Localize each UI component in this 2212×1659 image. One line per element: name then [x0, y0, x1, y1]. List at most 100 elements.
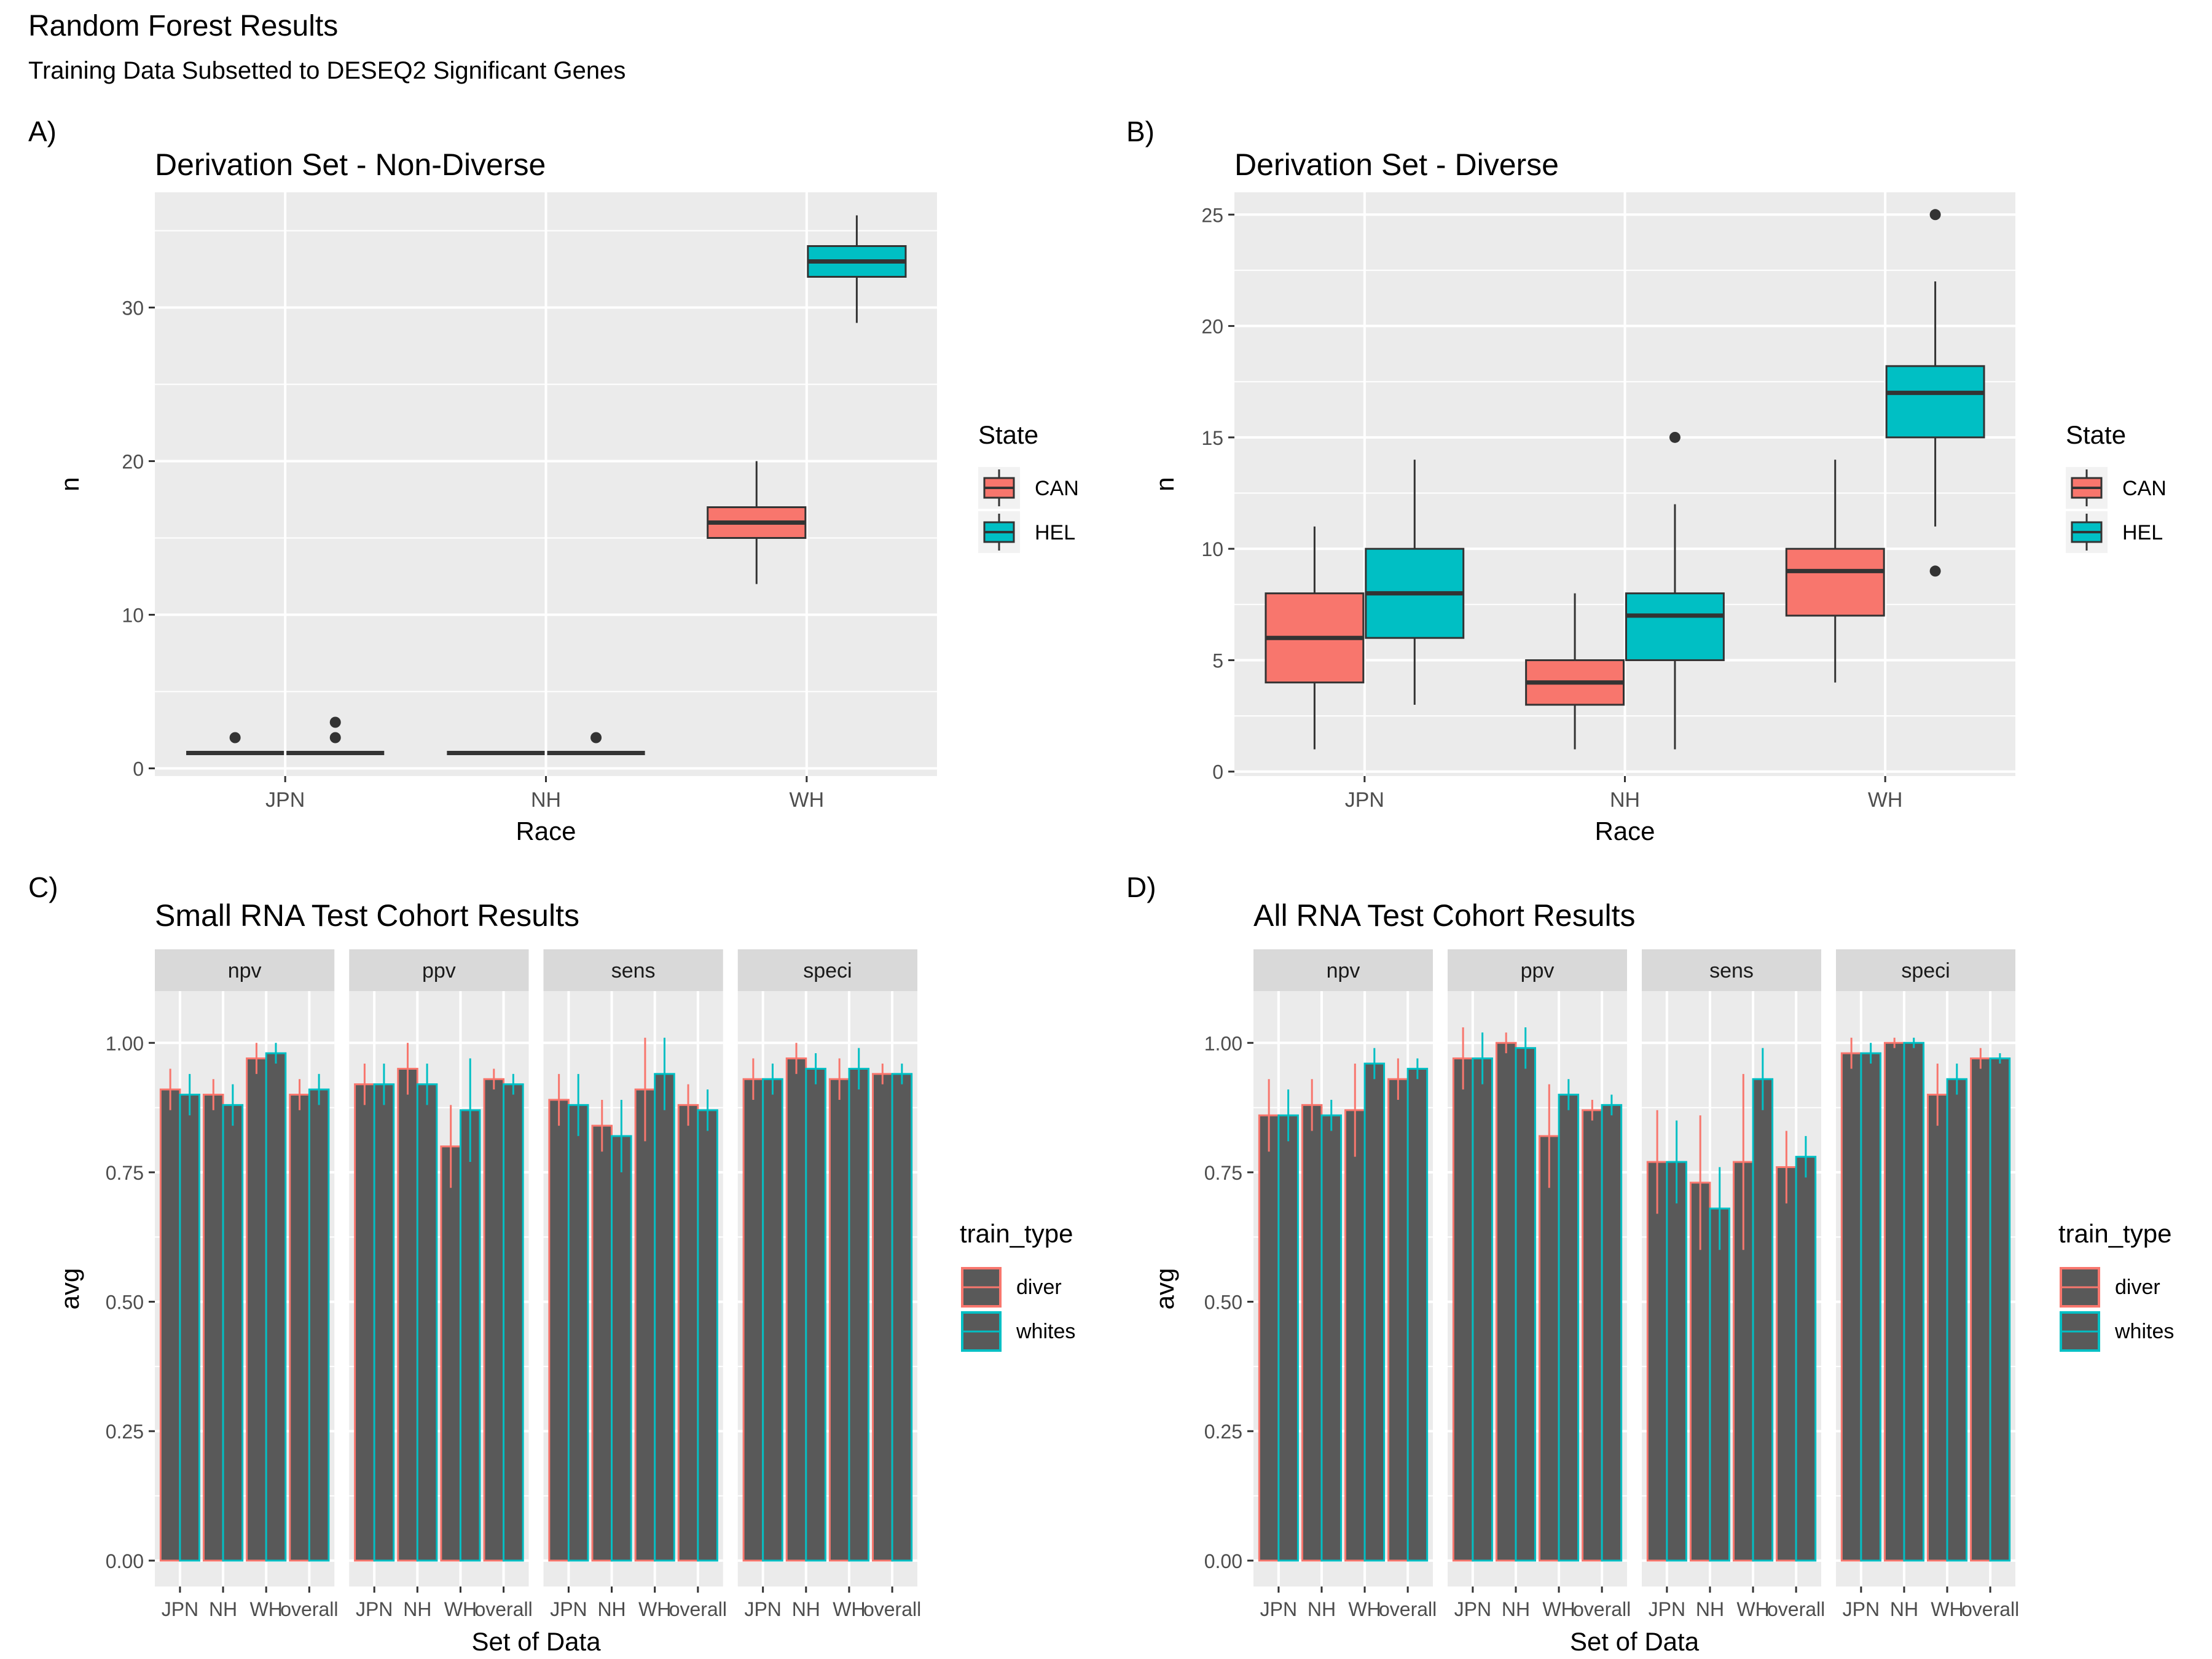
- bar-whites-speci-jpn: [762, 1078, 783, 1562]
- x-tick-label: WH: [444, 1598, 477, 1620]
- facet-strip-label: npv: [1327, 959, 1360, 982]
- bar-diver-sens-jpn: [548, 1099, 570, 1562]
- bar-diver-ppv-nh: [1495, 1041, 1517, 1562]
- legend-label-diver: diver: [1016, 1276, 1062, 1299]
- legend-title: train_type: [2058, 1219, 2171, 1248]
- bar-whites-npv-wh: [265, 1052, 287, 1562]
- bar-diver-ppv-jpn: [1452, 1057, 1474, 1562]
- x-tick-label: WH: [1868, 788, 1903, 812]
- bar-diver-speci-overall: [872, 1073, 893, 1562]
- y-tick-label: 0.25: [1204, 1421, 1242, 1443]
- x-tick-label: NH: [597, 1598, 626, 1620]
- bar-whites-sens-wh: [654, 1073, 675, 1562]
- bar-diver-ppv-jpn: [354, 1083, 375, 1562]
- panel-tag: A): [28, 116, 57, 147]
- legend-label-diver: diver: [2115, 1276, 2160, 1299]
- bar-diver-speci-jpn: [1840, 1052, 1862, 1562]
- y-tick-label: 20: [1201, 316, 1223, 338]
- panel-b: B) Derivation Set - Diverse 0 5 10 15 20 25 JPN N…: [1126, 116, 2167, 845]
- bar-diver-sens-overall: [1776, 1166, 1797, 1562]
- figure-subtitle: Training Data Subsetted to DESEQ2 Signif…: [28, 57, 626, 84]
- x-tick-label: JPN: [356, 1598, 393, 1620]
- bar-diver-ppv-nh: [397, 1067, 418, 1562]
- outlier-point: [329, 732, 341, 743]
- x-tick-label: WH: [1542, 1598, 1575, 1620]
- x-tick-label: JPN: [744, 1598, 781, 1620]
- y-tick-label: 15: [1201, 427, 1223, 449]
- outlier-point: [329, 716, 341, 728]
- bar-diver-speci-wh: [1927, 1094, 1948, 1562]
- bar-whites-speci-nh: [1903, 1041, 1924, 1562]
- facet-strip: [1253, 949, 1433, 991]
- x-tick-label: NH: [792, 1598, 820, 1620]
- bar-whites-speci-overall: [891, 1073, 913, 1562]
- x-tick-label: NH: [1890, 1598, 1918, 1620]
- x-tick-label: JPN: [1649, 1598, 1685, 1620]
- y-tick-label: 10: [1201, 538, 1223, 560]
- figure-title: Random Forest Results: [28, 10, 338, 42]
- legend-label-whites: whites: [2114, 1320, 2174, 1343]
- bar-diver-ppv-overall: [483, 1078, 505, 1562]
- x-tick-label: overall: [863, 1598, 921, 1620]
- bar-diver-npv-nh: [1301, 1104, 1323, 1562]
- bar-whites-ppv-nh: [1515, 1047, 1536, 1562]
- panel-c: C) Small RNA Test Cohort Results npv JPN NH W…: [28, 871, 1075, 1656]
- y-tick-label: 0.50: [106, 1292, 144, 1314]
- outlier-point: [1929, 209, 1941, 221]
- y-tick-label: 1.00: [1204, 1032, 1242, 1054]
- facet-strip-label: ppv: [1521, 959, 1555, 982]
- bar-whites-npv-nh: [1320, 1114, 1342, 1562]
- facet-strip-label: speci: [803, 959, 852, 982]
- bar-diver-ppv-wh: [440, 1145, 461, 1562]
- x-tick-label: WH: [1348, 1598, 1381, 1620]
- x-tick-label: JPN: [1843, 1598, 1880, 1620]
- facet-strip: [1448, 949, 1627, 991]
- x-tick-label: WH: [790, 788, 825, 812]
- outlier-point: [1669, 431, 1681, 443]
- x-tick-label: JPN: [1260, 1598, 1297, 1620]
- x-tick-label: NH: [1308, 1598, 1336, 1620]
- bar-diver-npv-wh: [246, 1057, 267, 1562]
- x-tick-label: WH: [250, 1598, 283, 1620]
- x-tick-label: overall: [474, 1598, 532, 1620]
- x-tick-label: WH: [1931, 1598, 1963, 1620]
- panels: A) Derivation Set - Non-Diverse 0 10 20 30 JPN…: [28, 116, 2174, 1656]
- x-tick-label: NH: [531, 788, 561, 812]
- bar-whites-ppv-wh: [1558, 1094, 1580, 1562]
- bar-whites-sens-overall: [1795, 1156, 1817, 1562]
- x-tick-label: overall: [669, 1598, 727, 1620]
- x-tick-label: NH: [1502, 1598, 1530, 1620]
- bar-diver-speci-overall: [1970, 1057, 1991, 1562]
- box-can-wh: [1785, 547, 1885, 617]
- bar-whites-npv-overall: [1406, 1067, 1429, 1562]
- legend-title: State: [978, 420, 1038, 449]
- outlier-point: [590, 732, 602, 743]
- bar-whites-ppv-jpn: [1472, 1057, 1493, 1562]
- y-tick-label: 0.25: [106, 1421, 144, 1443]
- facet-strip-label: speci: [1901, 959, 1950, 982]
- y-tick-label: 25: [1201, 204, 1223, 226]
- y-tick-label: 20: [122, 451, 144, 473]
- legend-title: train_type: [960, 1219, 1073, 1248]
- bar-diver-sens-nh: [591, 1124, 613, 1562]
- legend: State CAN HEL: [2066, 420, 2167, 553]
- bar-whites-npv-jpn: [1277, 1114, 1299, 1562]
- bar-diver-speci-wh: [828, 1078, 850, 1562]
- facet-strip: [1836, 949, 2015, 991]
- y-tick-label: 0.50: [1204, 1292, 1242, 1314]
- x-tick-label: WH: [833, 1598, 865, 1620]
- x-tick-label: NH: [209, 1598, 237, 1620]
- bar-whites-sens-jpn: [1666, 1161, 1687, 1562]
- panel-tag: B): [1126, 116, 1155, 147]
- bar-whites-npv-overall: [308, 1088, 330, 1562]
- x-tick-label: overall: [1767, 1598, 1825, 1620]
- bar-whites-speci-overall: [1989, 1057, 2011, 1562]
- box-hel-wh: [1885, 365, 1985, 439]
- bar-diver-speci-nh: [1883, 1041, 1905, 1562]
- y-tick-label: 0.75: [1204, 1162, 1242, 1184]
- bar-whites-sens-jpn: [567, 1104, 589, 1562]
